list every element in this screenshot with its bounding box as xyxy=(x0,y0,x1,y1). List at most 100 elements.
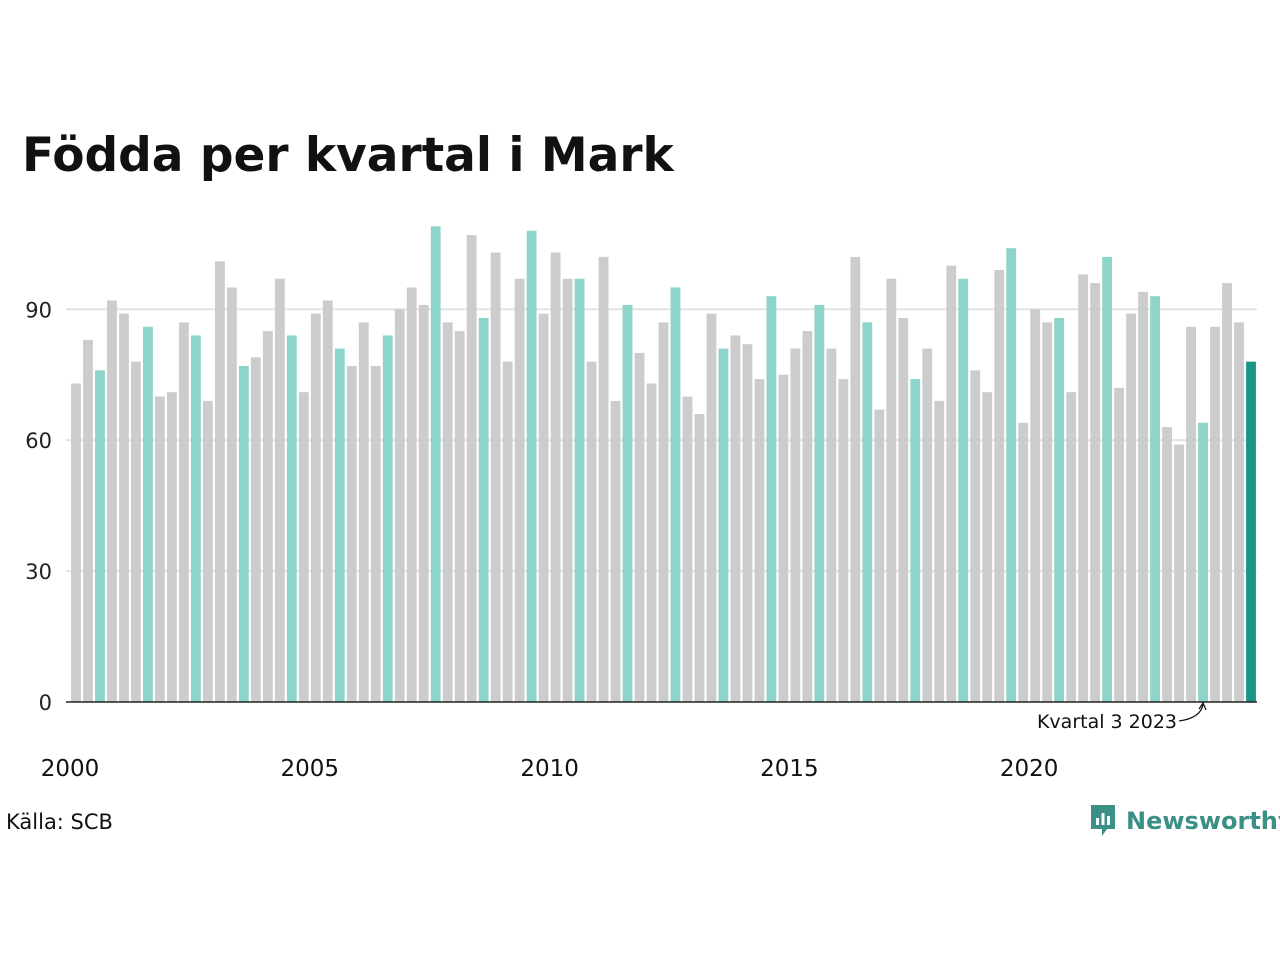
bar xyxy=(862,322,873,702)
bar xyxy=(1234,322,1244,702)
x-tick-label: 2000 xyxy=(41,756,100,782)
bar xyxy=(95,370,105,702)
bar xyxy=(382,335,393,702)
bar xyxy=(202,400,213,702)
x-tick-label: 2010 xyxy=(520,756,579,782)
bar xyxy=(574,278,585,702)
bar xyxy=(886,278,897,702)
bar xyxy=(190,335,201,702)
bar xyxy=(1138,291,1149,702)
bar xyxy=(418,304,429,702)
bar xyxy=(634,352,645,702)
bar xyxy=(646,383,657,702)
bar xyxy=(802,331,813,702)
x-tick-label: 2015 xyxy=(760,756,819,782)
bar xyxy=(226,287,237,702)
bar xyxy=(910,379,921,702)
bar xyxy=(274,278,285,702)
y-tick-label: 0 xyxy=(39,691,52,715)
bar xyxy=(1210,326,1220,702)
bar xyxy=(155,396,165,702)
bar xyxy=(238,366,249,702)
y-tick-label: 60 xyxy=(25,429,52,453)
y-tick-label: 30 xyxy=(25,560,52,584)
bar xyxy=(970,370,981,702)
bar xyxy=(730,335,741,702)
bar-chart: 0 30 60 90 2000 2005 2010 2015 2020 Kvartal 3 2… xyxy=(25,226,1257,782)
bar xyxy=(298,392,309,702)
bar xyxy=(838,379,849,702)
bar xyxy=(466,235,477,702)
bar xyxy=(1006,248,1017,702)
bars xyxy=(71,226,1256,703)
bar xyxy=(502,361,513,702)
bar xyxy=(994,270,1005,702)
bar xyxy=(670,287,681,702)
bar xyxy=(586,361,597,702)
bar xyxy=(706,313,717,702)
bar xyxy=(286,335,297,702)
bar xyxy=(526,230,537,703)
annotation-arrowhead xyxy=(1198,701,1207,711)
annotation: Kvartal 3 2023 xyxy=(1037,701,1207,733)
bar xyxy=(394,309,405,702)
bar xyxy=(71,383,81,702)
bar xyxy=(550,252,561,703)
bar xyxy=(1114,387,1125,702)
bar xyxy=(322,300,333,702)
bar xyxy=(562,278,573,702)
bar xyxy=(538,313,549,702)
bar xyxy=(934,400,945,702)
x-tick-label: 2005 xyxy=(281,756,340,782)
bar xyxy=(167,392,177,702)
bar xyxy=(958,278,969,702)
bar xyxy=(214,261,225,702)
bar xyxy=(310,313,321,702)
bar xyxy=(262,331,273,702)
bar xyxy=(850,256,861,702)
bar xyxy=(694,414,705,702)
bar xyxy=(1066,392,1077,702)
bar xyxy=(1126,313,1137,702)
bar xyxy=(119,313,129,702)
axes: 2000 2005 2010 2015 2020 xyxy=(41,701,1257,782)
bar xyxy=(370,366,381,702)
bar xyxy=(131,361,141,702)
brand-logo: Newsworthy xyxy=(1088,803,1280,839)
bar xyxy=(1090,283,1101,702)
bar xyxy=(598,256,609,702)
bar xyxy=(1030,309,1041,702)
newsworthy-logo-icon xyxy=(1091,805,1115,836)
bar xyxy=(107,300,117,702)
bar xyxy=(178,322,189,702)
chart-title: Födda per kvartal i Mark xyxy=(22,128,674,183)
source-label: Källa: SCB xyxy=(6,810,113,834)
bar xyxy=(1186,326,1196,702)
bar xyxy=(610,400,621,702)
brand-name: Newsworthy xyxy=(1126,807,1280,835)
bar xyxy=(1018,422,1029,702)
bar xyxy=(1198,422,1208,702)
bar xyxy=(946,265,957,702)
bar xyxy=(874,409,885,702)
bar xyxy=(754,379,765,702)
y-tick-label: 90 xyxy=(25,298,52,322)
annotation-arrow xyxy=(1178,703,1204,722)
bar xyxy=(1174,444,1184,702)
bar xyxy=(454,331,465,702)
bar xyxy=(83,339,93,702)
bar xyxy=(514,278,525,702)
bar xyxy=(250,357,261,702)
bar xyxy=(766,296,777,702)
bar xyxy=(826,348,837,702)
bar xyxy=(1042,322,1053,702)
bar xyxy=(922,348,933,702)
x-tick-label: 2020 xyxy=(1000,756,1059,782)
bar xyxy=(1150,296,1160,702)
annotation-label: Kvartal 3 2023 xyxy=(1037,711,1177,733)
bar xyxy=(334,348,345,702)
bar xyxy=(1078,274,1089,702)
bar xyxy=(898,318,909,702)
bar xyxy=(682,396,693,702)
bar xyxy=(742,344,753,702)
